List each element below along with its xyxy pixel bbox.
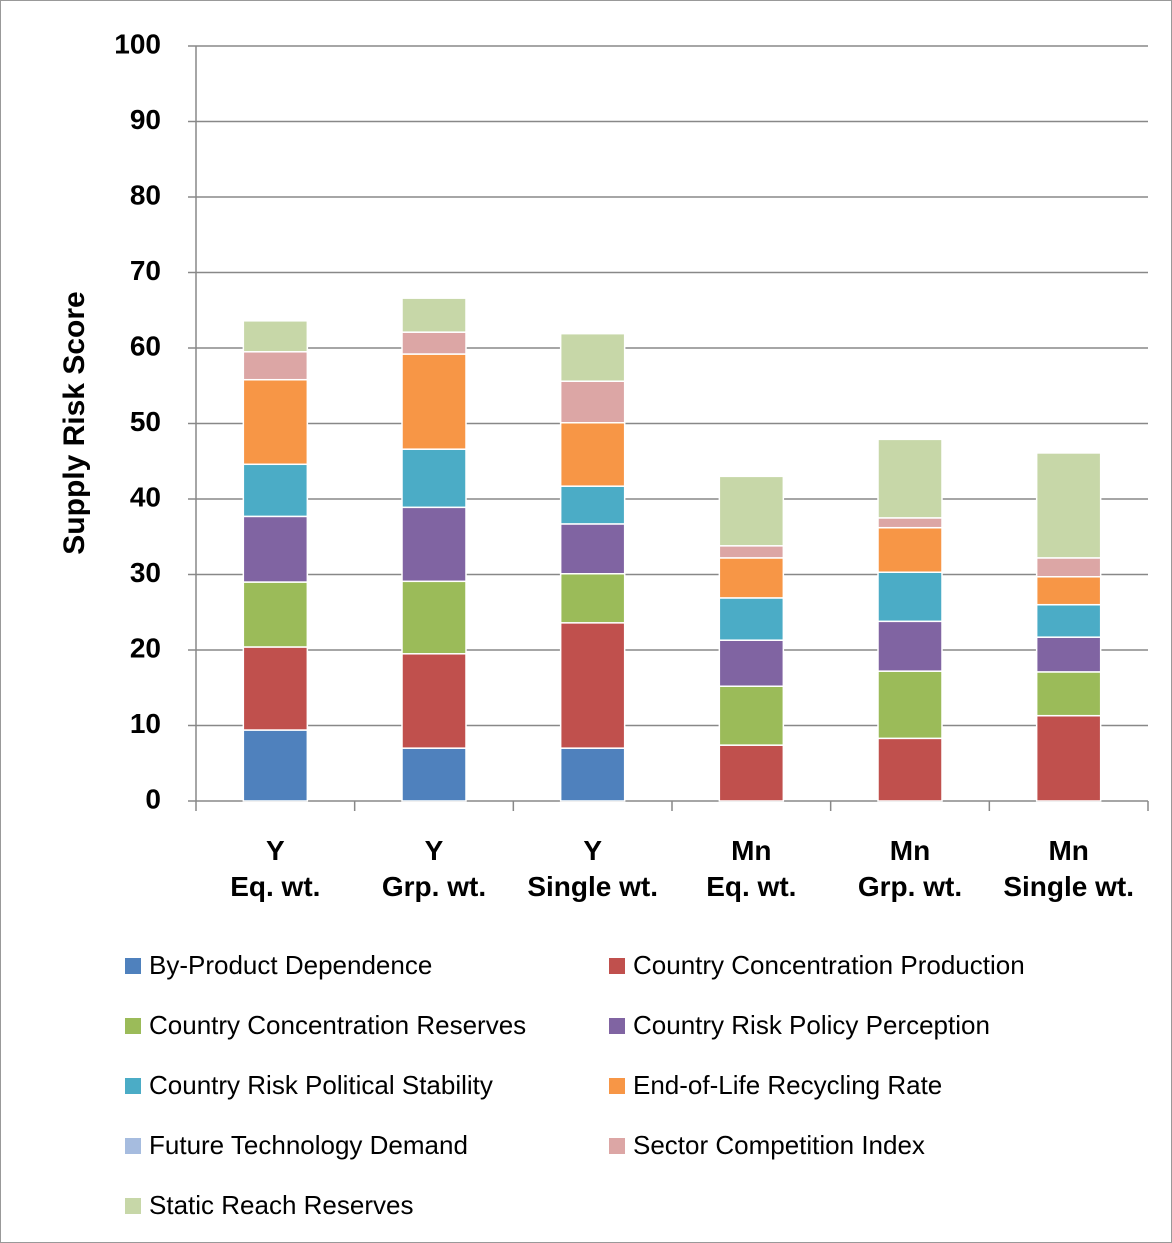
bar-segment	[242, 378, 309, 466]
bar-segment	[559, 421, 626, 487]
legend-swatch	[609, 1018, 625, 1034]
bar-segment	[877, 517, 943, 529]
bar-segment	[559, 380, 626, 424]
bar-segment	[242, 320, 309, 353]
legend-label: Sector Competition Index	[633, 1130, 925, 1160]
x-tick-label: Mn Single wt.	[1003, 835, 1134, 902]
bar-segment	[559, 747, 626, 802]
x-tick-label: Mn Grp. wt.	[857, 835, 963, 902]
legend-swatch	[125, 1018, 141, 1034]
bar-segment	[877, 737, 943, 802]
legend-label: By-Product Dependence	[149, 950, 433, 980]
legend-label: End-of-Life Recycling Rate	[633, 1070, 943, 1100]
legend-label: Country Risk Policy Perception	[633, 1010, 990, 1040]
bar-segment	[242, 463, 309, 518]
bar-segment	[877, 571, 943, 623]
x-tick-label: Y Eq. wt.	[230, 835, 321, 902]
bar-segment	[242, 351, 309, 381]
bar-segment	[242, 581, 309, 648]
legend-label: Country Risk Political Stability	[149, 1070, 493, 1100]
legend-swatch	[125, 1078, 141, 1094]
legend-swatch	[609, 1078, 625, 1094]
legend-swatch	[125, 958, 141, 974]
bar-segment	[559, 572, 626, 624]
legend-swatch	[609, 1138, 625, 1154]
bar-segment	[559, 622, 626, 749]
legend-label: Country Concentration Production	[633, 950, 1025, 980]
bar-segment	[1035, 557, 1102, 578]
bar-segment	[401, 747, 467, 802]
bar-segment	[401, 331, 467, 355]
legend-label: Static Reach Reserves	[149, 1190, 414, 1220]
bar-segment	[401, 297, 467, 333]
bar-segment	[401, 353, 467, 450]
y-tick-label: 100	[114, 28, 161, 59]
bar-segment	[877, 670, 943, 740]
y-tick-label: 30	[130, 557, 161, 588]
bar-segment	[401, 653, 467, 749]
y-tick-label: 80	[130, 179, 161, 210]
y-tick-label: 10	[130, 708, 161, 739]
bar-segment	[718, 744, 785, 802]
bar-segment	[242, 515, 309, 583]
bar-segment	[877, 438, 943, 519]
y-axis-title: Supply Risk Score	[58, 291, 91, 554]
x-tick-label: Mn Eq. wt.	[706, 835, 797, 902]
x-tick-label: Y Single wt.	[527, 835, 658, 902]
bar-segment	[1035, 603, 1102, 638]
y-tick-label: 0	[145, 783, 161, 814]
bar-segment	[242, 729, 309, 802]
bar-segment	[1035, 576, 1102, 606]
bar-segment	[1035, 636, 1102, 673]
bar-segment	[1035, 671, 1102, 717]
y-tick-label: 20	[130, 632, 161, 663]
bar-segment	[718, 685, 785, 746]
bar-segment	[718, 557, 785, 599]
bar-segment	[401, 506, 467, 583]
bar-segment	[1035, 714, 1102, 802]
y-tick-label: 40	[130, 481, 161, 512]
bar-segment	[877, 526, 943, 573]
bar-segment	[242, 646, 309, 731]
x-tick-label: Y Grp. wt.	[381, 835, 487, 902]
y-tick-label: 90	[130, 104, 161, 135]
bar-segment	[718, 545, 785, 559]
bar-segment	[401, 580, 467, 655]
legend-swatch	[609, 958, 625, 974]
bar-segment	[718, 639, 785, 687]
bar-segment	[1035, 452, 1102, 559]
y-tick-label: 60	[130, 330, 161, 361]
y-tick-label: 70	[130, 255, 161, 286]
bar-segment	[718, 475, 785, 547]
bar-segment	[401, 448, 467, 509]
legend-label: Future Technology Demand	[149, 1130, 468, 1160]
legend-label: Country Concentration Reserves	[149, 1010, 527, 1040]
y-tick-label: 50	[130, 406, 161, 437]
legend-swatch	[125, 1138, 141, 1154]
bar-segment	[877, 620, 943, 672]
bar-segment	[559, 485, 626, 525]
bar-segment	[559, 523, 626, 575]
bar-segment	[559, 332, 626, 382]
legend-swatch	[125, 1198, 141, 1214]
bar-segment	[718, 597, 785, 641]
